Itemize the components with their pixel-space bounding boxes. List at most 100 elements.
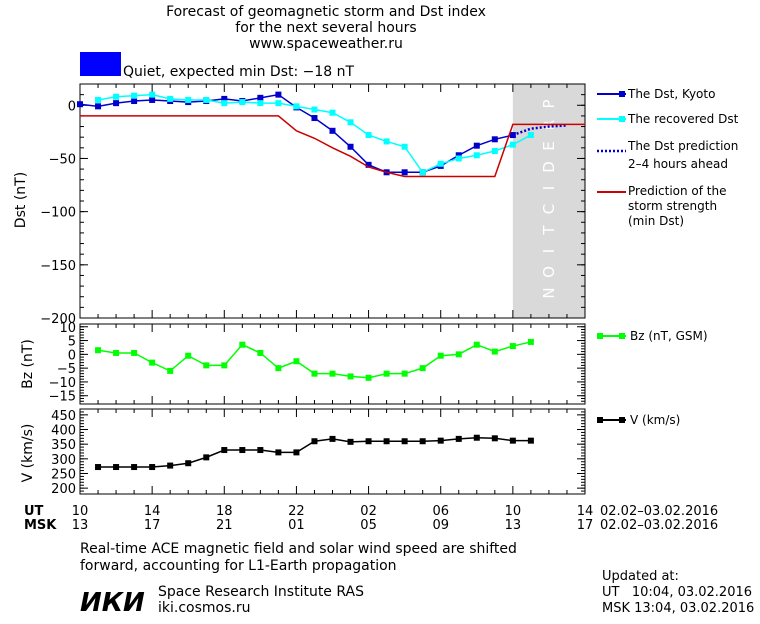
y-tick-label: 400: [51, 424, 76, 439]
y-tick-label: −150: [40, 259, 76, 274]
data-point: [203, 362, 210, 369]
data-point: [257, 94, 264, 101]
data-point: [473, 341, 480, 348]
legend-marker-v: [597, 417, 603, 423]
data-point: [455, 152, 462, 159]
data-point: [113, 100, 120, 107]
msk-tick-label: 17: [577, 518, 594, 533]
data-point: [365, 132, 372, 139]
msk-date-range: 02.02–03.02.2016: [600, 518, 718, 533]
legend-prediction-2: 2–4 hours ahead: [628, 157, 728, 171]
updated-ut: UT 10:04, 03.02.2016: [602, 585, 752, 600]
chart-title-line1: Forecast of geomagnetic storm and Dst in…: [166, 4, 486, 20]
msk-tick-label: 17: [144, 518, 161, 533]
data-point: [437, 352, 444, 359]
data-point: [95, 103, 102, 110]
y-tick-label: −200: [40, 312, 76, 327]
data-point: [275, 100, 282, 107]
y-tick-label: 250: [51, 467, 76, 482]
ace-note-line1: Real-time ACE magnetic field and solar w…: [80, 541, 517, 557]
data-point: [221, 447, 228, 454]
data-point: [311, 115, 318, 122]
data-point: [365, 161, 372, 168]
ut-tick-label: 10: [505, 504, 522, 519]
ut-tick-labels: 10 14 18 22 02 06 10 14: [72, 504, 594, 519]
data-point: [275, 365, 282, 372]
msk-label: MSK: [24, 518, 57, 533]
y-tick-label: 200: [51, 482, 76, 497]
series-line-0-2: [512, 124, 568, 137]
prediction-letter: O: [540, 266, 558, 278]
data-point: [311, 106, 318, 113]
updated-label: Updated at:: [602, 569, 679, 584]
data-point: [95, 347, 102, 354]
data-point: [419, 169, 426, 176]
data-point: [113, 349, 120, 356]
data-point: [293, 358, 300, 365]
data-point: [293, 103, 300, 110]
msk-tick-label: 13: [505, 518, 522, 533]
data-point: [455, 351, 462, 358]
data-point: [329, 370, 336, 377]
legend-bz: Bz (nT, GSM): [630, 329, 708, 343]
data-point: [257, 349, 264, 356]
data-point: [329, 109, 336, 116]
data-point: [491, 435, 498, 442]
data-point: [95, 464, 102, 471]
data-point: [365, 438, 372, 445]
data-point: [401, 169, 408, 176]
data-point: [203, 454, 210, 461]
data-point: [419, 438, 426, 445]
data-point: [257, 100, 264, 107]
y-tick-label: −10: [49, 376, 76, 391]
y-tick-label: 300: [51, 453, 76, 468]
prediction-letter: E: [540, 141, 558, 150]
data-point: [239, 341, 246, 348]
legend-v: V (km/s): [630, 413, 680, 427]
data-point: [455, 155, 462, 162]
data-point: [491, 148, 498, 155]
institute-site: iki.cosmos.ru: [158, 600, 250, 616]
data-point: [131, 98, 138, 105]
series-line-0-3: [80, 115, 585, 178]
data-point: [131, 464, 138, 471]
legend-strength-2: storm strength: [628, 199, 717, 213]
dst-axis-label: Dst (nT): [13, 172, 29, 228]
data-point: [455, 435, 462, 442]
data-point: [149, 91, 156, 98]
data-point: [239, 447, 246, 454]
y-tick-label: −100: [40, 206, 76, 221]
data-point: [419, 365, 426, 372]
ut-tick-label: 18: [216, 504, 233, 519]
ace-note-line2: forward, accounting for L1-Earth propaga…: [80, 558, 397, 574]
data-point: [347, 119, 354, 126]
msk-tick-label: 05: [360, 518, 377, 533]
data-point: [383, 438, 390, 445]
msk-tick-label: 13: [72, 518, 89, 533]
site-url: www.spaceweather.ru: [249, 36, 403, 52]
y-tick-label: 0: [68, 348, 76, 363]
data-point: [527, 338, 534, 345]
chart-title-line2: for the next several hours: [235, 20, 416, 36]
msk-tick-label: 21: [216, 518, 233, 533]
data-point: [437, 160, 444, 167]
data-point: [167, 95, 174, 102]
data-point: [401, 370, 408, 377]
data-point: [365, 374, 372, 381]
data-point: [473, 434, 480, 441]
legend-marker-bz-2: [619, 333, 625, 339]
series-line-0-1: [97, 93, 532, 174]
data-point: [149, 359, 156, 366]
data-point: [167, 462, 174, 469]
ut-tick-label: 06: [432, 504, 449, 519]
data-point: [221, 362, 228, 369]
ut-tick-label: 22: [288, 504, 305, 519]
iki-logo: ИКИ: [80, 588, 145, 618]
y-tick-label: 5: [68, 335, 76, 350]
data-point: [257, 447, 264, 454]
data-point: [113, 464, 120, 471]
data-point: [185, 460, 192, 467]
data-point: [203, 96, 210, 103]
